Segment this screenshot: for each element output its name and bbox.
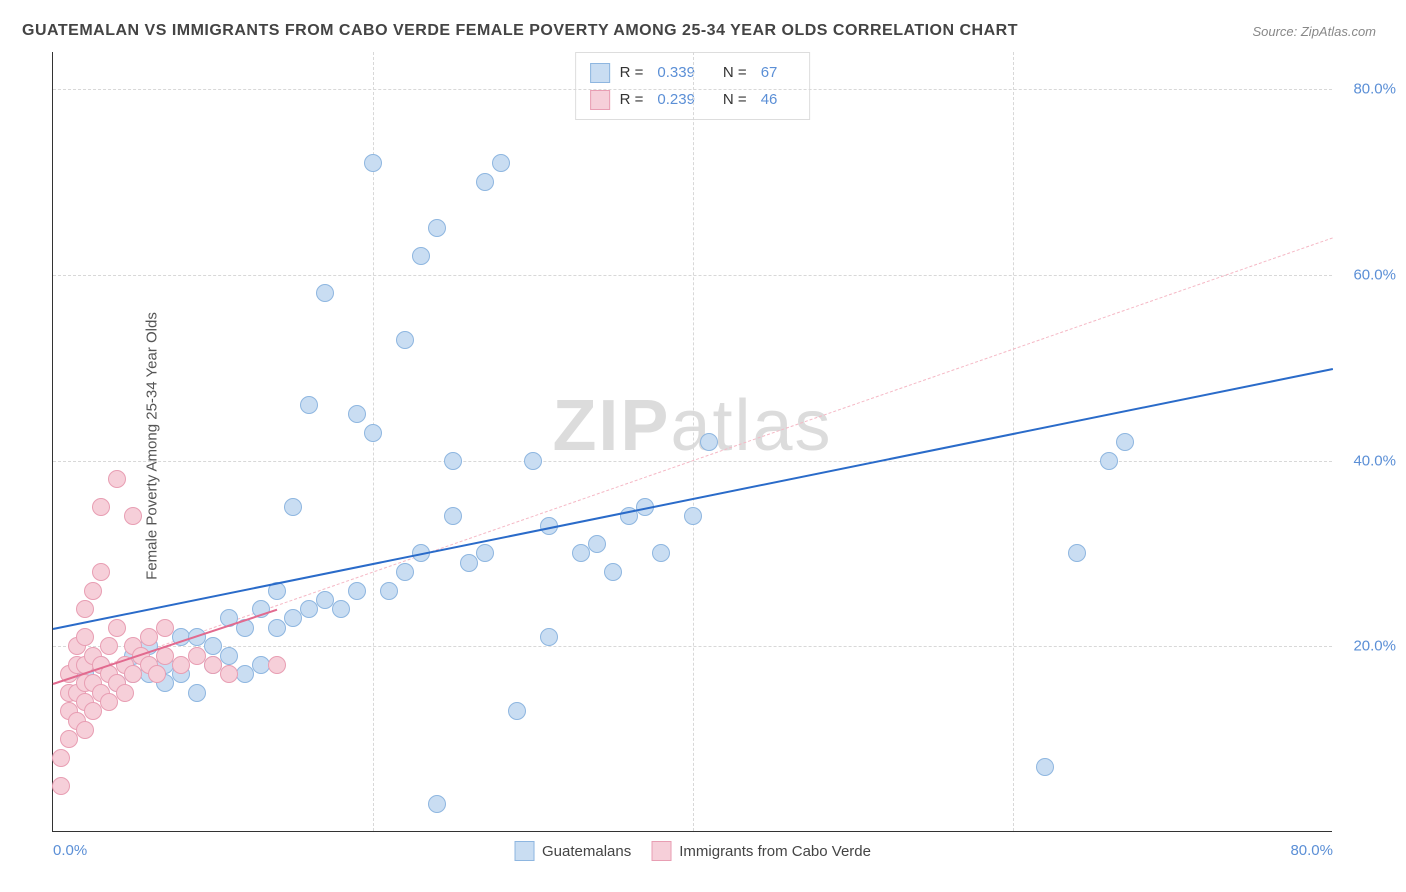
data-point [1068,544,1086,562]
y-tick-label: 60.0% [1353,266,1396,283]
data-point [572,544,590,562]
data-point [116,684,134,702]
data-point [268,656,286,674]
data-point [588,535,606,553]
data-point [220,665,238,683]
data-point [52,749,70,767]
data-point [300,396,318,414]
data-point [604,563,622,581]
data-point [508,702,526,720]
data-point [236,665,254,683]
data-point [284,609,302,627]
data-point [268,619,286,637]
data-point [92,498,110,516]
data-point [444,507,462,525]
data-point [84,582,102,600]
data-point [444,452,462,470]
legend-swatch-cabo-verde [590,90,610,110]
legend-swatch-icon [651,841,671,861]
data-point [76,628,94,646]
data-point [476,544,494,562]
data-point [108,470,126,488]
data-point [412,247,430,265]
data-point [460,554,478,572]
data-point [652,544,670,562]
y-tick-label: 40.0% [1353,452,1396,469]
data-point [364,424,382,442]
data-point [380,582,398,600]
data-point [700,433,718,451]
data-point [348,405,366,423]
data-point [100,693,118,711]
data-point [76,600,94,618]
data-point [284,498,302,516]
gridline-vertical [1013,52,1014,831]
data-point [188,684,206,702]
legend-series: Guatemalans Immigrants from Cabo Verde [514,841,871,861]
legend-item-cabo-verde: Immigrants from Cabo Verde [651,841,871,861]
data-point [540,628,558,646]
data-point [348,582,366,600]
data-point [140,628,158,646]
data-point [172,656,190,674]
data-point [220,647,238,665]
data-point [364,154,382,172]
x-tick-label: 0.0% [53,842,87,859]
legend-swatch-icon [514,841,534,861]
data-point [108,619,126,637]
x-tick-label: 80.0% [1290,842,1333,859]
data-point [84,702,102,720]
data-point [476,173,494,191]
data-point [332,600,350,618]
data-point [92,563,110,581]
data-point [60,730,78,748]
data-point [100,637,118,655]
data-point [316,284,334,302]
gridline-vertical [693,52,694,831]
data-point [1036,758,1054,776]
data-point [684,507,702,525]
data-point [396,563,414,581]
correlation-chart: GUATEMALAN VS IMMIGRANTS FROM CABO VERDE… [0,0,1406,892]
data-point [300,600,318,618]
legend-swatch-guatemalans [590,63,610,83]
plot-area: ZIPatlas R = 0.339 N = 67 R = 0.239 N = … [52,52,1332,832]
data-point [52,777,70,795]
data-point [124,507,142,525]
data-point [148,665,166,683]
data-point [1100,452,1118,470]
data-point [76,721,94,739]
y-tick-label: 80.0% [1353,81,1396,98]
chart-source: Source: ZipAtlas.com [1252,24,1376,39]
data-point [156,619,174,637]
data-point [492,154,510,172]
data-point [428,219,446,237]
data-point [1116,433,1134,451]
data-point [428,795,446,813]
legend-item-guatemalans: Guatemalans [514,841,631,861]
data-point [124,665,142,683]
data-point [524,452,542,470]
y-tick-label: 20.0% [1353,638,1396,655]
chart-title: GUATEMALAN VS IMMIGRANTS FROM CABO VERDE… [22,22,1018,40]
data-point [396,331,414,349]
